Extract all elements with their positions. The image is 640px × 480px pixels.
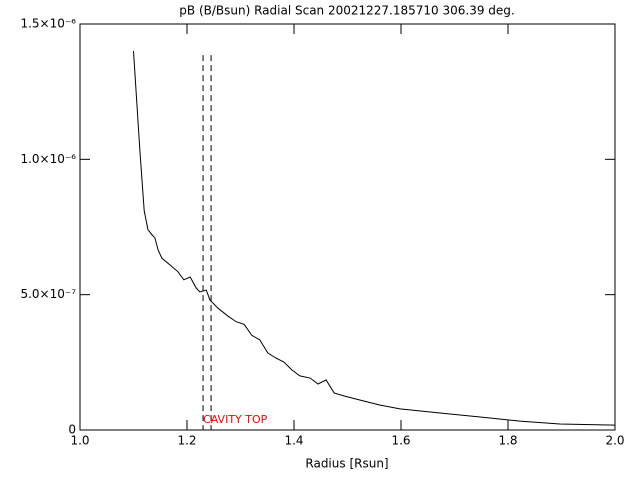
x-tick-label: 1.4	[284, 434, 303, 448]
x-tick-label: 1.2	[177, 434, 196, 448]
x-tick-label: 1.0	[70, 434, 89, 448]
y-tick-label: 1.0×10⁻⁶	[20, 152, 76, 166]
x-tick-label: 2.0	[605, 434, 624, 448]
x-axis-label: Radius [Rsun]	[305, 457, 388, 471]
y-tick-label: 0	[68, 423, 76, 437]
x-tick-label: 1.8	[498, 434, 517, 448]
x-tick-label: 1.6	[391, 434, 410, 448]
annotation: CAVITY TOP	[203, 413, 268, 426]
y-tick-label: 1.5×10⁻⁶	[20, 17, 76, 31]
data-line	[133, 51, 616, 426]
chart-title: pB (B/Bsun) Radial Scan 20021227.185710 …	[179, 4, 514, 18]
y-tick-label: 5.0×10⁻⁷	[20, 287, 76, 301]
plot-frame	[79, 23, 616, 431]
